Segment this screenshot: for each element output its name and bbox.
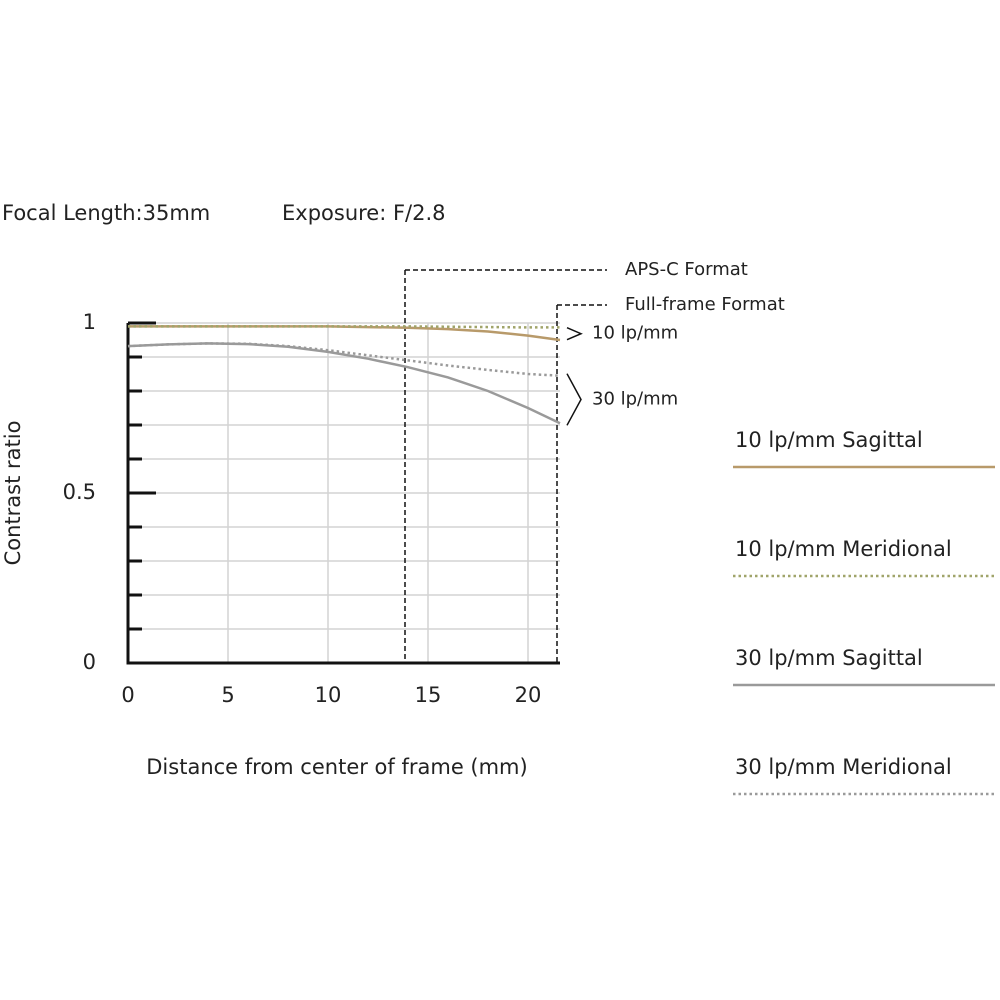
y-tick-label: 0 xyxy=(83,650,96,674)
legend-label: 10 lp/mm Meridional xyxy=(735,537,952,561)
group-label: 30 lp/mm xyxy=(592,389,678,410)
legend-label: 30 lp/mm Sagittal xyxy=(735,646,923,670)
x-tick-label: 15 xyxy=(415,683,442,707)
series-line xyxy=(128,325,561,342)
group-label: 10 lp/mm xyxy=(592,323,678,344)
format-label: APS-C Format xyxy=(625,259,748,280)
chart-subtitle: Exposure: F/2.8 xyxy=(282,201,446,225)
chart-title: Focal Length:35mm xyxy=(2,201,210,225)
y-tick-label: 0.5 xyxy=(63,480,96,504)
x-axis-label: Distance from center of frame (mm) xyxy=(146,755,527,779)
bracket xyxy=(566,373,582,426)
x-tick-label: 5 xyxy=(221,683,234,707)
x-tick-label: 20 xyxy=(515,683,542,707)
series-line xyxy=(127,342,561,425)
y-axis-label: Contrast ratio xyxy=(1,421,25,566)
x-tick-label: 0 xyxy=(121,683,134,707)
x-tick-label: 10 xyxy=(315,683,342,707)
series-line xyxy=(127,342,561,377)
series-line xyxy=(128,325,560,329)
format-label: Full-frame Format xyxy=(625,294,785,315)
bracket xyxy=(566,327,583,341)
y-tick-label: 1 xyxy=(83,310,96,334)
legend-label: 10 lp/mm Sagittal xyxy=(735,428,923,452)
legend-label: 30 lp/mm Meridional xyxy=(735,755,952,779)
